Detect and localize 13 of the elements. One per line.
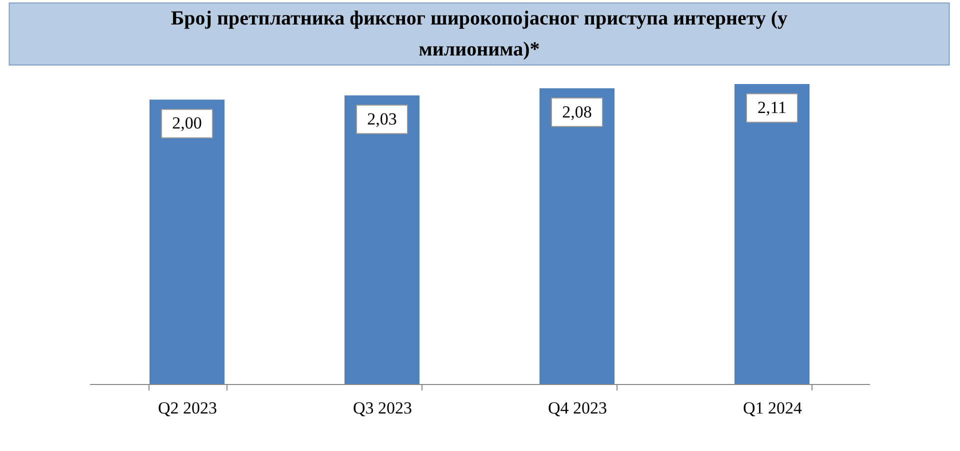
bar: [150, 100, 224, 384]
x-tick-label: Q1 2024: [742, 398, 803, 418]
data-label: 2,00: [172, 114, 202, 133]
bar: [540, 88, 614, 384]
x-tick-label: Q3 2023: [352, 398, 412, 418]
data-label: 2,08: [562, 102, 592, 122]
bar: [734, 84, 810, 384]
data-label: 2,11: [757, 98, 787, 117]
x-tick-label: Q2 2023: [158, 398, 218, 418]
chart-title: Број претплатника фиксног широкопојасног приступа интернету (у милионима)*: [170, 8, 788, 60]
data-label: 2,03: [367, 109, 397, 128]
x-tick-label: Q4 2023: [548, 398, 608, 418]
bar: [344, 95, 420, 384]
